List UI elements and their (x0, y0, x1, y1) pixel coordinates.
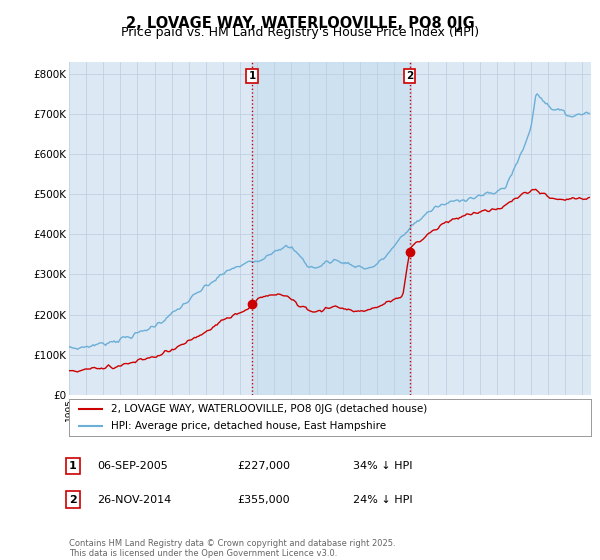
Text: 1: 1 (69, 461, 77, 471)
Text: Contains HM Land Registry data © Crown copyright and database right 2025.
This d: Contains HM Land Registry data © Crown c… (69, 539, 395, 558)
Text: 26-NOV-2014: 26-NOV-2014 (97, 494, 172, 505)
Text: 2: 2 (69, 494, 77, 505)
Bar (252, 62, 410, 395)
Text: 06-SEP-2005: 06-SEP-2005 (97, 461, 168, 471)
Text: 2, LOVAGE WAY, WATERLOOVILLE, PO8 0JG (detached house): 2, LOVAGE WAY, WATERLOOVILLE, PO8 0JG (d… (111, 404, 427, 414)
Text: £355,000: £355,000 (237, 494, 290, 505)
Text: HPI: Average price, detached house, East Hampshire: HPI: Average price, detached house, East… (111, 421, 386, 431)
Text: 2: 2 (406, 71, 413, 81)
Text: 24% ↓ HPI: 24% ↓ HPI (353, 494, 412, 505)
Text: Price paid vs. HM Land Registry's House Price Index (HPI): Price paid vs. HM Land Registry's House … (121, 26, 479, 39)
Text: 34% ↓ HPI: 34% ↓ HPI (353, 461, 412, 471)
Text: 2, LOVAGE WAY, WATERLOOVILLE, PO8 0JG: 2, LOVAGE WAY, WATERLOOVILLE, PO8 0JG (125, 16, 475, 31)
Text: 1: 1 (248, 71, 256, 81)
Text: £227,000: £227,000 (237, 461, 290, 471)
